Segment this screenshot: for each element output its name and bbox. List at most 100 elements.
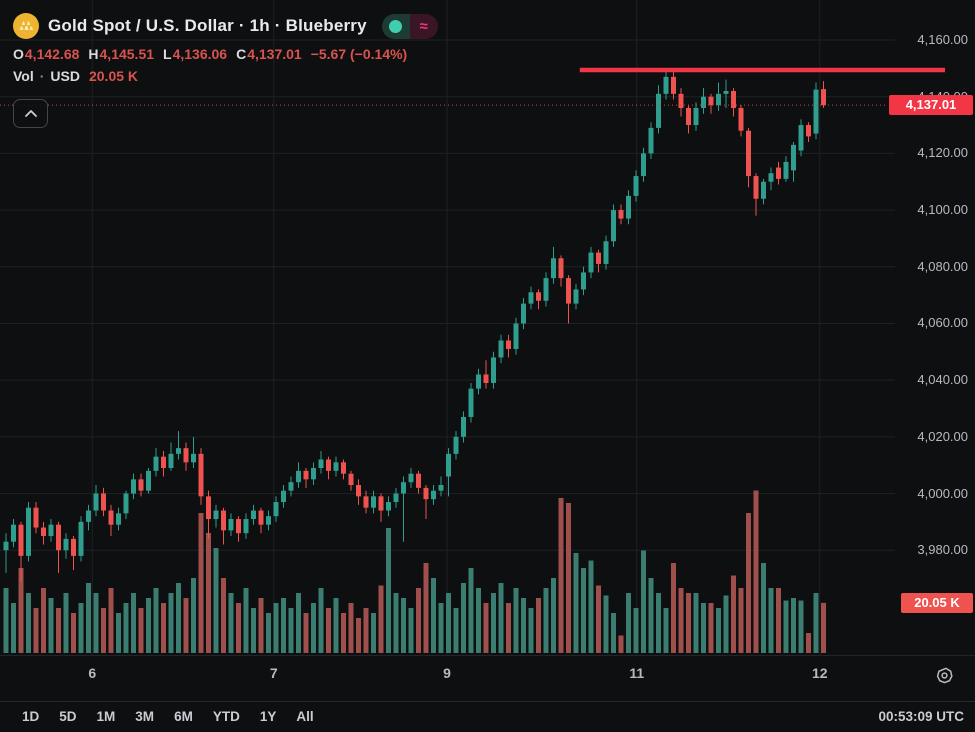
candle-down: [258, 510, 264, 525]
volume-bar: [116, 613, 121, 653]
candle-up: [371, 496, 376, 508]
volume-bar: [498, 583, 504, 653]
candle-up: [716, 93, 721, 106]
volume-bar: [221, 578, 226, 653]
volume-bar: [761, 563, 766, 653]
volume-currency: USD: [50, 68, 80, 84]
range-button-1d[interactable]: 1D: [22, 709, 40, 724]
last-price-label: 4,137.01: [889, 95, 973, 116]
range-button-6m[interactable]: 6M: [174, 709, 193, 724]
volume-bar: [168, 593, 174, 653]
price-tick-label: 4,000.00: [917, 485, 968, 501]
volume-bar: [813, 593, 819, 653]
volume-bar: [146, 598, 151, 653]
candle-down: [341, 462, 346, 474]
volume-bar: [461, 583, 466, 653]
volume-bar: [341, 613, 346, 653]
candle-up: [153, 456, 159, 471]
candle-down: [41, 527, 46, 537]
candle-up: [168, 453, 174, 469]
candle-up: [266, 516, 271, 525]
market-status-pill[interactable]: ≈: [381, 13, 438, 39]
volume-bar: [768, 588, 774, 653]
price-tick-label: 4,060.00: [917, 315, 968, 331]
volume-bar: [551, 578, 556, 653]
volume-bar: [288, 608, 294, 653]
volume-bar: [716, 608, 721, 653]
volume-bar: [581, 568, 586, 653]
candle-up: [768, 173, 774, 182]
range-button-3m[interactable]: 3M: [135, 709, 155, 724]
volume-bar: [446, 593, 451, 653]
volume-bar: [266, 613, 271, 653]
time-tick-label: 7: [269, 665, 278, 681]
volume-bar: [573, 553, 579, 653]
volume-bar: [296, 593, 301, 653]
candle-down: [821, 89, 826, 106]
candle-down: [753, 176, 759, 199]
volume-bar: [161, 603, 166, 653]
volume-bar: [663, 608, 669, 653]
volume-bar: [11, 603, 16, 653]
time-axis[interactable]: 6 7 9 11 12: [0, 655, 975, 702]
candle-up: [296, 470, 301, 483]
volume-bar: [671, 563, 676, 653]
symbol-title[interactable]: Gold Spot / U.S. Dollar · 1h · Blueberry: [48, 16, 367, 35]
candle-up: [551, 258, 556, 279]
axis-settings-gear-icon[interactable]: [933, 664, 955, 686]
volume-bar: [483, 603, 489, 653]
market-open-icon[interactable]: [381, 13, 410, 39]
range-button-5d[interactable]: 5D: [59, 709, 77, 724]
volume-bar: [401, 598, 406, 653]
price-tick-label: 4,120.00: [917, 145, 968, 161]
candle-up: [438, 485, 444, 491]
volume-bar: [648, 578, 654, 653]
candle-down: [18, 524, 24, 556]
candle-up: [318, 459, 324, 469]
candle-down: [596, 252, 601, 264]
volume-bar: [326, 608, 331, 653]
volume-bar: [378, 585, 384, 653]
candle-up: [453, 436, 459, 454]
volume-bar: [33, 608, 39, 653]
volume-bar: [633, 608, 639, 653]
volume-bar: [491, 593, 496, 653]
candle-up: [491, 357, 496, 383]
candle-up: [3, 541, 9, 551]
volume-bar: [213, 548, 219, 653]
open-value: 4,142.68: [24, 46, 80, 62]
collapse-legend-button[interactable]: [13, 99, 48, 128]
close-value: 4,137.01: [247, 46, 302, 62]
candle-up: [213, 510, 219, 520]
volume-bar: [708, 603, 714, 653]
candle-down: [183, 448, 189, 463]
candle-up: [603, 241, 609, 264]
range-button-ytd[interactable]: YTD: [212, 709, 240, 724]
volume-separator: ·: [39, 68, 45, 84]
volume-bar: [453, 608, 459, 653]
price-tick-label: 4,100.00: [917, 202, 968, 218]
volume-bar: [26, 593, 31, 653]
volume-bar: [393, 593, 399, 653]
candle-up: [93, 493, 99, 511]
candle-up: [333, 462, 339, 471]
candle-down: [536, 292, 541, 301]
volume-bar: [783, 600, 789, 653]
range-button-1y[interactable]: 1Y: [259, 709, 277, 724]
range-button-1m[interactable]: 1M: [96, 709, 116, 724]
candle-up: [146, 470, 151, 491]
candle-up: [176, 448, 181, 454]
chart-pane[interactable]: [0, 0, 975, 655]
symbol-title-row[interactable]: Gold Spot / U.S. Dollar · 1h · Blueberry…: [13, 12, 438, 40]
candle-down: [686, 108, 691, 126]
delayed-data-icon[interactable]: ≈: [409, 13, 438, 39]
range-button-all[interactable]: All: [296, 709, 314, 724]
time-tick-label: 12: [811, 665, 828, 681]
clock-utc[interactable]: 00:53:09 UTC: [878, 709, 964, 724]
candle-down: [206, 496, 211, 520]
candle-down: [671, 76, 676, 94]
volume-bar: [153, 588, 159, 653]
candle-up: [311, 468, 316, 480]
volume-bar: [18, 568, 24, 653]
high-value: 4,145.51: [99, 46, 155, 62]
